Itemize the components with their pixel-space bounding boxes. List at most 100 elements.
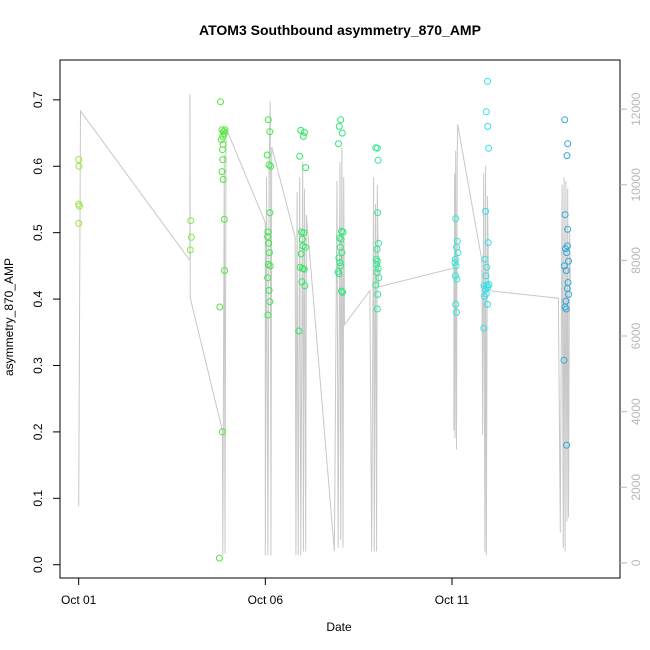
data-point xyxy=(301,128,308,136)
y-tick-label: 0.5 xyxy=(31,224,45,241)
data-point xyxy=(338,129,346,137)
data-point xyxy=(265,161,273,169)
data-point xyxy=(301,243,309,251)
data-point xyxy=(454,249,462,257)
data-point xyxy=(561,211,569,219)
data-point xyxy=(217,136,225,144)
data-point xyxy=(485,144,493,152)
data-point xyxy=(483,263,491,271)
data-point xyxy=(187,217,195,225)
data-point xyxy=(219,132,227,140)
data-point xyxy=(336,234,344,242)
data-point xyxy=(563,441,571,449)
data-point xyxy=(563,249,571,257)
data-point xyxy=(186,246,194,254)
data-point xyxy=(217,98,224,106)
data-point xyxy=(337,262,345,270)
data-point xyxy=(221,267,229,274)
points-layer xyxy=(75,77,572,562)
data-point xyxy=(295,327,303,335)
data-point xyxy=(452,215,460,223)
data-point xyxy=(338,249,346,257)
series-line xyxy=(78,93,571,556)
data-point xyxy=(264,274,272,282)
data-point xyxy=(266,262,274,270)
y-axis-label: asymmetry_870_AMP xyxy=(2,258,16,376)
data-point xyxy=(374,290,382,298)
data-point xyxy=(300,229,308,237)
data-point xyxy=(562,305,570,313)
data-point xyxy=(565,257,572,265)
data-point xyxy=(218,146,226,154)
y-tick-label: 0.4 xyxy=(31,290,45,307)
data-point xyxy=(453,308,460,316)
data-point xyxy=(299,132,307,140)
data-point xyxy=(375,274,383,282)
data-point xyxy=(335,254,343,262)
data-point xyxy=(452,262,460,270)
data-point xyxy=(218,428,226,436)
y-tick-label: 0.0 xyxy=(31,556,45,573)
data-point xyxy=(297,126,305,134)
y2-tick-label: 8000 xyxy=(629,247,643,274)
data-point xyxy=(218,126,226,134)
data-point xyxy=(374,209,382,217)
data-point xyxy=(451,259,459,267)
data-point xyxy=(562,245,569,253)
y-tick-label: 0.7 xyxy=(31,91,45,108)
data-point xyxy=(302,164,310,172)
data-point xyxy=(564,140,572,148)
data-point xyxy=(301,282,309,290)
data-point xyxy=(265,239,273,247)
data-point xyxy=(373,144,381,152)
chart-title: ATOM3 Southbound asymmetry_870_AMP xyxy=(199,22,481,38)
data-point xyxy=(480,282,488,290)
y-tick-label: 0.3 xyxy=(31,357,45,374)
x-tick-label: Oct 11 xyxy=(435,593,470,607)
data-point xyxy=(373,257,381,265)
data-point xyxy=(75,162,83,170)
x-axis-label: Date xyxy=(326,620,352,634)
x-tick-label: Oct 01 xyxy=(61,593,97,607)
data-point xyxy=(339,288,347,296)
data-point xyxy=(75,202,83,210)
data-point xyxy=(373,245,381,253)
data-point xyxy=(221,126,229,134)
data-point xyxy=(374,156,382,164)
data-point xyxy=(484,122,492,130)
x-axis: Oct 01 Oct 06 Oct 11 xyxy=(61,577,470,607)
data-point xyxy=(75,219,83,227)
data-point xyxy=(373,261,381,268)
data-point xyxy=(481,292,488,300)
x-tick-label: Oct 06 xyxy=(248,593,284,607)
data-point xyxy=(565,290,572,298)
data-point xyxy=(482,272,490,280)
y-tick-label: 0.6 xyxy=(31,158,45,175)
data-point xyxy=(216,303,224,311)
data-point xyxy=(482,108,490,116)
data-point xyxy=(481,255,489,263)
data-point xyxy=(215,554,223,562)
y-axis: 0.0 0.1 0.2 0.3 0.4 0.5 0.6 0.7 xyxy=(31,91,60,573)
data-point xyxy=(481,285,489,293)
data-point xyxy=(484,77,491,85)
line-layer xyxy=(78,93,571,556)
y2-tick-label: 4000 xyxy=(629,398,643,425)
y2-tick-label: 6000 xyxy=(629,322,643,349)
data-point xyxy=(264,228,272,236)
data-point xyxy=(264,233,272,241)
data-point xyxy=(297,250,305,258)
data-point xyxy=(219,156,227,164)
data-point xyxy=(220,215,228,223)
data-point xyxy=(187,233,195,241)
y2-tick-label: 10000 xyxy=(629,168,643,202)
data-point xyxy=(373,305,381,313)
data-point xyxy=(266,298,274,306)
y2-axis: 0 2000 4000 6000 8000 10000 12000 xyxy=(620,92,643,566)
data-point xyxy=(453,275,461,283)
data-point xyxy=(335,140,342,148)
data-point xyxy=(335,270,343,278)
data-point xyxy=(300,265,308,273)
y-tick-label: 0.1 xyxy=(31,490,45,507)
